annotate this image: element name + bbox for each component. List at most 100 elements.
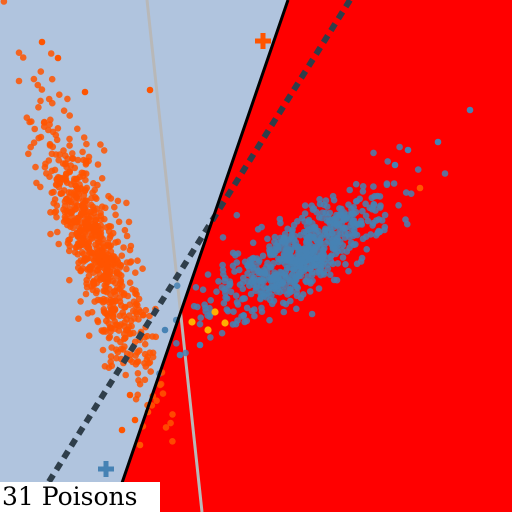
class-b-point: [342, 261, 349, 268]
class-b-point: [359, 183, 367, 190]
class-b-point: [244, 262, 252, 270]
class-a-point: [32, 163, 39, 171]
class-a-point: [71, 219, 79, 226]
class-b-point: [350, 210, 358, 218]
class-b-point: [266, 316, 273, 324]
class-a-point: [89, 278, 97, 286]
class-b-point: [341, 214, 348, 222]
class-a-point: [53, 202, 61, 209]
class-b-point: [254, 226, 262, 233]
class-a-point: [66, 142, 73, 149]
class-a-point: [38, 38, 46, 46]
class-a-point: [134, 257, 141, 265]
class-a-point: [112, 346, 120, 354]
class-a-point: [75, 241, 82, 249]
class-a-point: [15, 49, 23, 56]
class-a-point: [106, 234, 113, 242]
class-b-point: [395, 202, 402, 209]
class-b-point: [321, 230, 329, 237]
class-b-point: [234, 301, 242, 308]
class-a-point: [118, 282, 126, 290]
class-a-point: [102, 266, 110, 274]
class-a-point: [85, 153, 93, 161]
class-a-point: [56, 91, 63, 98]
class-a-point: [100, 244, 108, 252]
class-b-point: [381, 211, 389, 219]
class-b-point: [302, 247, 310, 255]
class-b-point: [288, 228, 296, 235]
class-a-point: [109, 261, 117, 269]
class-b-point: [375, 227, 383, 235]
gray-reference-line: [145, 0, 204, 512]
class-a-point: [126, 329, 134, 337]
class-b-point: [258, 304, 265, 312]
poison-point: [221, 319, 229, 327]
class-b-point: [270, 283, 278, 290]
class-b-point: [291, 243, 299, 251]
class-a-point: [55, 240, 62, 248]
class-a-point: [101, 363, 109, 370]
class-b-point: [236, 266, 243, 274]
class-b-point: [196, 320, 204, 328]
class-b-point: [243, 304, 251, 312]
class-b-point: [404, 146, 412, 154]
class-b-point: [322, 197, 330, 204]
class-a-point: [75, 259, 82, 267]
class-b-point: [297, 294, 305, 302]
class-b-point: [404, 220, 411, 228]
class-a-point: [116, 312, 124, 320]
class-a-point: [66, 112, 73, 119]
class-a-point: [117, 272, 125, 279]
class-b-point: [381, 226, 388, 234]
class-b-point: [295, 272, 303, 280]
class-b-point: [308, 271, 316, 279]
class-a-point: [94, 239, 102, 246]
class-a-point: [136, 347, 143, 354]
class-b-point: [247, 290, 255, 298]
class-a-point: [83, 226, 90, 233]
class-b-point: [339, 254, 347, 261]
class-b-point: [215, 278, 222, 285]
class-b-point: [244, 278, 252, 285]
poison-count-label: 31 Poisons: [0, 482, 160, 512]
class-b-point: [266, 264, 274, 271]
class-a-point: [79, 265, 87, 272]
class-a-point: [45, 95, 53, 103]
class-a-point: [80, 250, 87, 258]
class-b-point: [301, 202, 309, 209]
class-a-point: [69, 155, 77, 162]
class-b-point: [320, 246, 327, 254]
class-b-point: [251, 312, 258, 320]
class-a-point: [54, 228, 61, 236]
class-b-point: [363, 246, 371, 253]
class-b-point: [297, 258, 305, 266]
class-b-point: [367, 231, 375, 238]
class-a-point: [132, 287, 139, 294]
class-b-point: [337, 230, 344, 238]
class-a-point: [19, 54, 27, 61]
class-a-point: [46, 173, 53, 180]
class-b-point: [357, 217, 365, 225]
class-a-point: [75, 234, 83, 241]
class-a-point: [38, 86, 46, 93]
class-b-point: [293, 305, 300, 313]
class-b-point: [176, 351, 184, 359]
class-a-point: [23, 114, 31, 121]
class-b-point: [407, 190, 415, 197]
class-b-point: [312, 254, 320, 262]
class-a-point: [142, 306, 150, 314]
class-a-point: [15, 77, 23, 85]
class-a-point: [111, 268, 118, 275]
class-a-point: [122, 303, 129, 311]
class-a-point: [159, 390, 167, 397]
class-b-point: [190, 302, 198, 310]
class-a-point: [30, 139, 38, 146]
class-b-point: [222, 289, 229, 297]
class-b-point: [213, 288, 220, 296]
class-a-point: [67, 162, 75, 169]
class-b-point: [270, 275, 278, 283]
class-b-point: [197, 314, 204, 322]
class-a-point: [64, 221, 71, 229]
class-a-point: [112, 239, 119, 246]
class-a-point: [53, 213, 60, 221]
